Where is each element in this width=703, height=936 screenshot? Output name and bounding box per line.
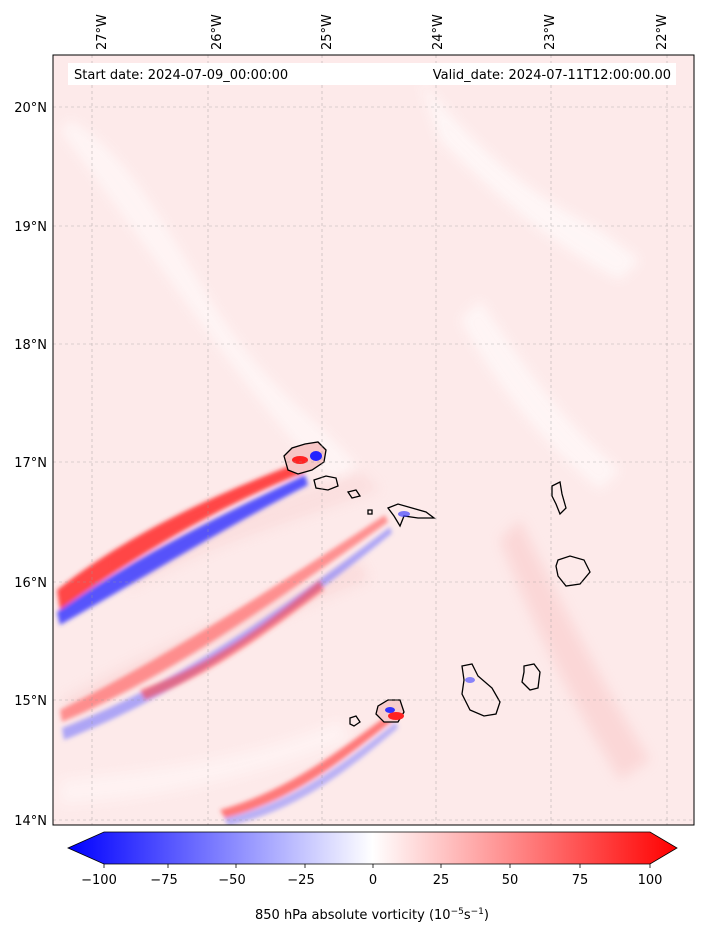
colorbar-label: 850 hPa absolute vorticity (10−5s−1)	[255, 907, 489, 923]
island-sao-vicente	[313, 475, 339, 491]
island-ilheu	[367, 509, 373, 515]
colorbar-tick-labels: −100 −75 −50 −25 0 25 50 75 100	[81, 873, 662, 888]
colorbar-tick: 100	[638, 873, 663, 888]
lat-tick: 20°N	[14, 101, 47, 116]
colorbar-tick: 25	[433, 873, 450, 888]
colorbar-tick: −25	[287, 873, 314, 888]
colorbar-tick: 50	[502, 873, 519, 888]
vorticity-streaks	[57, 462, 398, 825]
lon-tick: 22°W	[655, 14, 670, 50]
start-date-label: Start date: 2024-07-09_00:00:00	[74, 68, 288, 83]
island-brava	[349, 715, 361, 727]
island-santa-luzia	[346, 489, 362, 499]
island-sao-nicolau	[386, 503, 436, 528]
lat-tick: 16°N	[14, 576, 47, 591]
lat-tick: 18°N	[14, 338, 47, 353]
colorbar-tick: 75	[572, 873, 589, 888]
lat-tick: 19°N	[14, 220, 47, 235]
lon-tick: 27°W	[95, 14, 110, 50]
island-santiago	[461, 663, 501, 717]
lon-tick: 26°W	[210, 14, 225, 50]
colorbar-tick: 0	[369, 873, 377, 888]
map-frame	[52, 54, 695, 826]
island-boa-vista	[555, 555, 591, 587]
vorticity-background-field	[60, 80, 650, 805]
gridlines	[53, 55, 694, 825]
lon-tick: 24°W	[431, 14, 446, 50]
island-sal	[551, 481, 567, 516]
lat-tick-labels: 20°N 19°N 18°N 17°N 16°N 15°N 14°N	[14, 101, 47, 829]
lon-tick: 25°W	[320, 14, 335, 50]
header-box	[68, 63, 676, 85]
lon-tick-labels: 27°W 26°W 25°W 24°W 23°W 22°W	[95, 14, 670, 50]
map-panel	[53, 55, 694, 825]
lon-tick: 23°W	[543, 14, 558, 50]
lat-tick: 15°N	[14, 694, 47, 709]
lat-tick: 14°N	[14, 814, 47, 829]
colorbar-tick: −50	[218, 873, 245, 888]
colorbar-ticks	[103, 864, 651, 868]
lat-tick: 17°N	[14, 456, 47, 471]
valid-date-label: Valid_date: 2024-07-11T12:00:00.00	[433, 68, 671, 83]
colorbar: −100 −75 −50 −25 0 25 50 75 100 850 hPa …	[67, 831, 678, 923]
colorbar-tick: −100	[81, 873, 117, 888]
island-maio	[521, 663, 541, 691]
colorbar-tick: −75	[150, 873, 177, 888]
colorbar-body	[67, 831, 678, 865]
